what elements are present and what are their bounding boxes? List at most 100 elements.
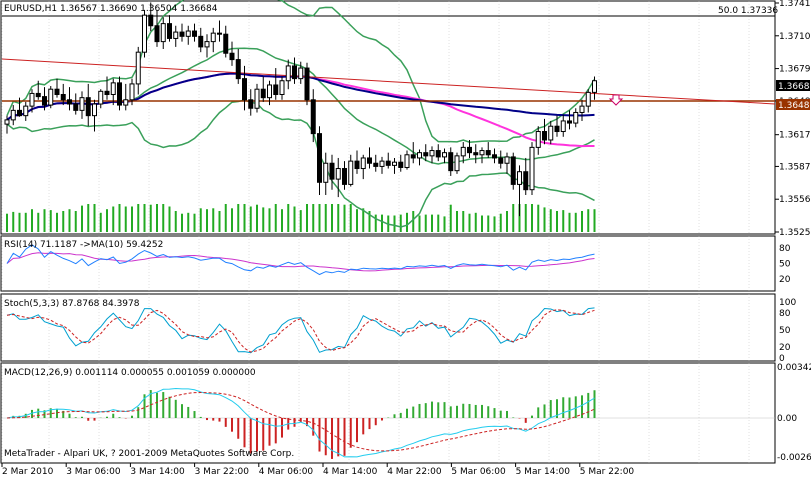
bear-candle-body: [154, 25, 160, 43]
bull-candle-body: [135, 51, 141, 85]
bull-candle-body: [160, 23, 166, 43]
stoch-scale-label: 80: [779, 309, 791, 319]
bear-candle-body: [542, 131, 547, 141]
stoch-scale-label: 50: [779, 326, 791, 336]
bull-candle-body: [110, 82, 116, 95]
bear-candle-body: [229, 52, 235, 61]
time-tick-label: 3 Mar 14:00: [130, 467, 185, 477]
bull-candle-body: [98, 90, 104, 105]
stoch-scale-label: 0: [779, 354, 785, 364]
bear-candle-body: [54, 88, 60, 95]
time-tick-label: 4 Mar 06:00: [259, 467, 314, 477]
bear-candle-body: [85, 97, 91, 117]
bear-candle-body: [217, 32, 222, 35]
bull-candle-body: [404, 154, 410, 168]
price-axis: 1.37415 1.37105 1.36795 1.36489 1.36170 1.358…: [775, 0, 811, 238]
bear-candle-body: [435, 150, 441, 158]
bull-candle-body: [560, 120, 566, 133]
bull-candle-body: [285, 65, 291, 82]
bear-candle-body: [235, 59, 241, 80]
bear-candle-body: [510, 156, 516, 185]
bull-candle-body: [429, 150, 435, 157]
stoch-signal-line: [6, 309, 595, 353]
rsi-panel-frame: [0, 235, 776, 292]
bear-candle-body: [523, 171, 529, 191]
stoch-main-line: [6, 307, 595, 354]
candlesticks: [4, 2, 597, 217]
macd-scale-label: -0.002625: [777, 453, 811, 463]
bollinger-lower-line: [6, 99, 595, 228]
fib-level-label: 50.0 1.37336: [718, 6, 778, 16]
bear-candle-body: [310, 99, 316, 135]
rsi-scale-label: 50: [779, 260, 791, 270]
bull-candle-body: [504, 156, 510, 164]
bull-candle-body: [392, 161, 397, 166]
bear-candle-body: [373, 162, 379, 167]
bull-candle-body: [29, 92, 35, 107]
bull-candle-body: [173, 31, 179, 39]
bull-candle-body: [517, 171, 522, 185]
macd-lines: [2, 387, 775, 459]
current-price-marker: [776, 80, 810, 91]
bear-candle-body: [179, 31, 185, 37]
macd-scale-label: 0.003427: [777, 363, 811, 373]
bull-candle-body: [10, 109, 16, 121]
bear-candle-body: [329, 162, 335, 180]
macd-panel-title: MACD(12,26,9) 0.001114 0.000055 0.001059…: [4, 368, 256, 378]
bull-candle-body: [335, 168, 341, 180]
bear-candle-body: [410, 154, 416, 159]
bear-candle-body: [567, 120, 572, 124]
rsi-axis: 80 50 20: [779, 244, 791, 285]
stoch-panel-title: Stoch(5,3,3) 87.8768 84.3978: [4, 299, 140, 309]
copyright-text: MetaTrader - Alpari UK, ? 2001-2009 Meta…: [4, 449, 294, 459]
stoch-panel-frame: [0, 293, 776, 362]
bear-candle-body: [367, 157, 372, 164]
bear-candle-body: [167, 23, 172, 39]
bear-candle-body: [192, 30, 197, 37]
bull-candle-body: [529, 146, 535, 191]
bear-candle-body: [473, 152, 479, 156]
price-tick-label: 1.36170: [779, 131, 811, 141]
main-panel-title: EURUSD,H1 1.36567 1.36690 1.36504 1.3668…: [4, 4, 218, 14]
bull-candle-body: [129, 83, 135, 101]
bull-candle-body: [23, 105, 29, 117]
bear-candle-body: [242, 78, 247, 101]
bull-candle-body: [417, 152, 422, 159]
price-tick-label: 1.37415: [779, 0, 811, 9]
price-tick-label: 1.35560: [779, 195, 811, 205]
current-price-label: 1.36684: [778, 82, 811, 92]
bull-candle-body: [79, 97, 85, 111]
time-tick-label: 5 Mar 06:00: [451, 467, 506, 477]
bear-candle-body: [17, 109, 22, 117]
bull-candle-body: [442, 152, 447, 158]
price-tick-label: 1.35250: [779, 228, 811, 238]
bull-candle-body: [204, 41, 210, 48]
bull-candle-body: [48, 88, 54, 106]
bollinger-upper-line: [6, 0, 596, 143]
bull-candle-body: [92, 103, 97, 117]
trend-line[interactable]: [1, 58, 776, 105]
bear-candle-body: [248, 99, 254, 109]
bull-candle-body: [123, 99, 129, 106]
bear-candle-body: [304, 67, 310, 101]
time-tick-label: 5 Mar 14:00: [516, 467, 571, 477]
bull-candle-body: [323, 162, 329, 183]
rsi-line: [6, 244, 595, 276]
macd-signal-line: [6, 391, 595, 452]
bear-candle-body: [60, 93, 66, 101]
time-axis: 2 Mar 2010 3 Mar 06:00 3 Mar 14:00 3 Mar 22…: [1, 463, 634, 477]
bull-candle-body: [210, 32, 216, 43]
volume-bars: [6, 204, 596, 232]
macd-panel-frame: [0, 362, 776, 464]
price-tick-label: 1.36795: [779, 65, 811, 75]
bull-candle-body: [185, 30, 191, 37]
bear-candle-body: [498, 157, 504, 164]
bear-candle-body: [485, 150, 491, 156]
bear-candle-body: [292, 65, 297, 80]
macd-scale-label: 0.00: [777, 414, 797, 424]
bull-candle-body: [142, 14, 147, 53]
bear-candle-body: [467, 146, 472, 154]
bear-candle-body: [42, 96, 47, 106]
